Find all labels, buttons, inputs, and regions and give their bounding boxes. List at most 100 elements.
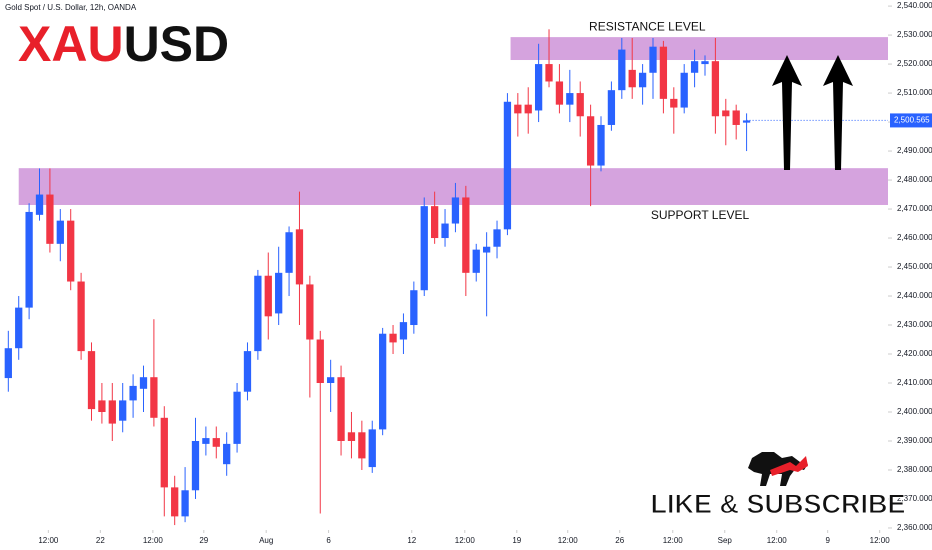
candle-body (233, 391, 241, 444)
candle-body (628, 69, 636, 88)
x-tick-label: Aug (259, 536, 273, 545)
y-tick-label: 2,390.000 (897, 436, 932, 445)
candle-body (327, 377, 335, 384)
candle-body (742, 120, 751, 123)
candle-body (379, 333, 387, 430)
zone-label: SUPPORT LEVEL (651, 208, 750, 222)
candle-body (711, 61, 720, 117)
x-tick-label: Sep (718, 536, 733, 545)
x-tick-label: 12 (407, 536, 416, 545)
candle-body (482, 246, 491, 253)
bull-icon (748, 452, 808, 486)
candle-body (150, 377, 158, 418)
candle-body (514, 104, 522, 114)
candle-body (555, 81, 564, 105)
y-tick-label: 2,460.000 (897, 233, 932, 242)
candle-body (25, 211, 33, 308)
header: Gold Spot / U.S. Dollar, 12h, OANDA (5, 3, 137, 12)
candle-body (67, 220, 75, 282)
candle-body (638, 72, 647, 88)
candle-body (56, 220, 64, 244)
candle-body (202, 438, 210, 444)
candle-body (659, 46, 668, 99)
candle-body (316, 339, 324, 384)
x-tick-label: 29 (199, 536, 208, 545)
candle-body (77, 281, 85, 352)
y-tick-label: 2,450.000 (897, 262, 932, 271)
axes: 2,360.000 2,370.000 2,380.000 2,390.000 2,40… (38, 1, 932, 545)
candle-body (462, 197, 470, 273)
candle-body (254, 275, 262, 352)
y-tick-label: 2,510.000 (897, 88, 932, 97)
candle-body (524, 104, 532, 114)
candle-body (347, 432, 356, 441)
x-tick-label: 12:00 (455, 536, 476, 545)
candle-body (472, 249, 480, 273)
x-tick-label: 12:00 (558, 536, 579, 545)
candle-body (597, 124, 605, 166)
candle-body (295, 229, 304, 285)
candle-body (212, 438, 220, 447)
candle-body (306, 284, 314, 340)
title-part: USD (124, 16, 230, 72)
candle-body (649, 46, 657, 73)
bull-arrow (770, 456, 808, 476)
candle-body (420, 206, 428, 291)
candle-body (98, 400, 106, 412)
candle-body (732, 110, 740, 125)
y-tick-label: 2,410.000 (897, 378, 932, 387)
candle-body (4, 348, 12, 379)
candle-body (410, 290, 418, 326)
candle-body (503, 101, 512, 230)
candle-body (160, 417, 168, 488)
x-tick-label: 12:00 (143, 536, 164, 545)
candle-body (389, 333, 397, 343)
candle-body (358, 432, 366, 459)
y-tick-label: 2,380.000 (897, 465, 932, 474)
candle-body (722, 110, 730, 117)
x-tick-label: 12:00 (38, 536, 59, 545)
x-tick-label: 26 (615, 536, 624, 545)
candle-body (670, 98, 678, 108)
candle-body (566, 93, 574, 105)
y-tick-label: 2,520.000 (897, 59, 932, 68)
candle-body (15, 307, 23, 349)
candle-body (680, 72, 688, 108)
candle-body (129, 385, 137, 401)
candle-body (586, 116, 595, 166)
x-tick-label: 19 (512, 536, 521, 545)
cta: LIKE & SUBSCRIBE (650, 489, 905, 519)
title-part: XAU (18, 16, 124, 72)
x-tick-label: 22 (96, 536, 105, 545)
y-tick-label: 2,480.000 (897, 175, 932, 184)
candle-body (399, 322, 408, 340)
y-tick-label: 2,530.000 (897, 30, 932, 39)
candle-body (46, 194, 54, 244)
candle-body (545, 64, 553, 82)
zones: RESISTANCE LEVEL SUPPORT LEVEL (18, 19, 889, 222)
arrows (772, 55, 853, 170)
arrow (823, 55, 853, 170)
candle-body (108, 400, 116, 424)
candle-body (451, 197, 460, 224)
candle-body (223, 443, 231, 465)
last-price-label: 2,500.565 (894, 116, 930, 125)
zone (510, 37, 888, 61)
y-tick-label: 2,400.000 (897, 407, 932, 416)
candle-body (493, 229, 501, 247)
y-tick-label: 2,360.000 (897, 523, 932, 532)
candle-body (87, 351, 96, 410)
arrow (772, 55, 802, 170)
candle-body (618, 49, 626, 91)
y-tick-label: 2,420.000 (897, 349, 932, 358)
x-tick-label: 12:00 (870, 536, 891, 545)
x-tick-label: 12:00 (767, 536, 788, 545)
candles (4, 29, 751, 526)
y-tick-label: 2,490.000 (897, 146, 932, 155)
candle-body (337, 377, 345, 441)
last-price-box (890, 113, 932, 128)
y-tick-label: 2,540.000 (897, 1, 932, 10)
candle-body (264, 275, 272, 317)
candle-body (576, 93, 584, 117)
y-tick-label: 2,430.000 (897, 320, 932, 329)
